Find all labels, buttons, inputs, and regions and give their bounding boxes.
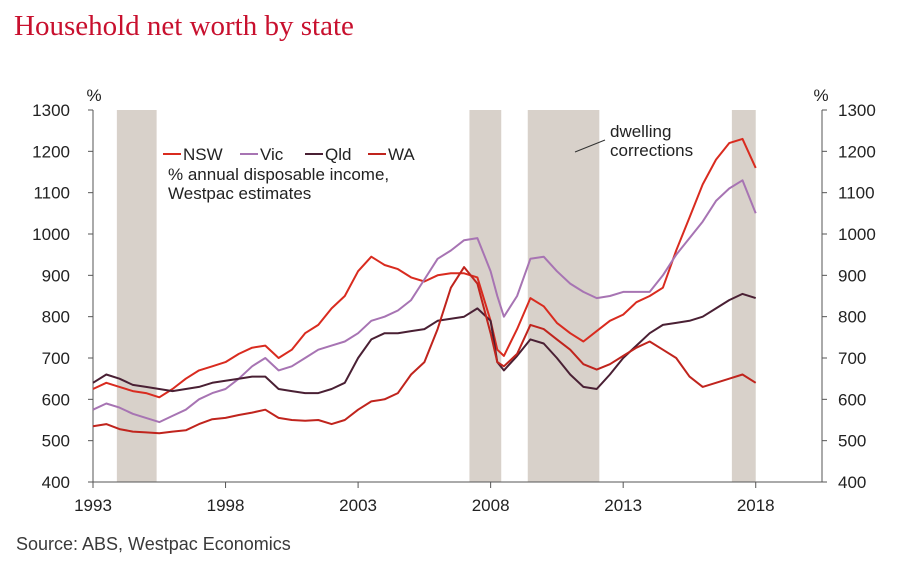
- chart-subtitle-line1: % annual disposable income,: [168, 165, 389, 184]
- y-tick-label-left: 1100: [33, 184, 70, 203]
- x-tick-label: 2013: [604, 496, 642, 515]
- y-tick-label-left: 800: [42, 308, 70, 327]
- annotation-pointer: [574, 139, 606, 153]
- y-tick-label-right: 800: [838, 308, 866, 327]
- shaded-period: [116, 110, 157, 482]
- chart-title: Household net worth by state: [14, 10, 354, 42]
- x-tick-label: 1998: [207, 496, 245, 515]
- x-tick-label: 2018: [737, 496, 775, 515]
- y-tick-label-right: 900: [838, 266, 866, 285]
- y-tick-label-right: 1100: [838, 184, 875, 203]
- y-tick-label-right: 600: [838, 390, 866, 409]
- legend-label: Qld: [325, 145, 351, 164]
- shaded-period: [731, 110, 756, 482]
- series-line-vic: [92, 179, 757, 424]
- axes: [88, 109, 827, 488]
- x-tick-label: 1993: [74, 496, 112, 515]
- series-line-nsw: [92, 137, 757, 399]
- y-tick-label-left: 700: [42, 349, 70, 368]
- legend-label: WA: [388, 145, 415, 164]
- y-tick-label-right: 1000: [838, 225, 876, 244]
- annotation-line1: dwelling: [610, 122, 671, 141]
- y-tick-label-left: 1200: [32, 142, 70, 161]
- y-tick-label-left: 400: [42, 473, 70, 492]
- y-tick-label-right: 500: [838, 432, 866, 451]
- shaded-period: [527, 110, 600, 482]
- y-tick-label-right: 1200: [838, 142, 876, 161]
- legend-label: Vic: [260, 145, 284, 164]
- series-lines: [92, 137, 757, 435]
- series-line-wa: [92, 266, 757, 435]
- legend-label: NSW: [183, 145, 223, 164]
- y-axis-label-left: %: [86, 86, 101, 105]
- y-tick-label-left: 500: [42, 432, 70, 451]
- x-tick-label: 2003: [339, 496, 377, 515]
- shaded-period: [469, 110, 502, 482]
- y-tick-label-right: 1300: [838, 101, 876, 120]
- y-tick-label-left: 1300: [32, 101, 70, 120]
- y-tick-label-left: 900: [42, 266, 70, 285]
- y-axis-label-right: %: [813, 86, 828, 105]
- y-tick-label-left: 1000: [32, 225, 70, 244]
- chart-subtitle-line2: Westpac estimates: [168, 184, 311, 203]
- annotation-line2: corrections: [610, 141, 693, 160]
- y-tick-label-left: 600: [42, 390, 70, 409]
- source-note: Source: ABS, Westpac Economics: [16, 534, 291, 554]
- series-line-qld: [92, 292, 757, 395]
- chart-texts: 400 400 500 500 600 600 700 700 800 800 900 900 1000…: [32, 86, 876, 515]
- x-tick-label: 2008: [472, 496, 510, 515]
- y-tick-label-right: 400: [838, 473, 866, 492]
- shaded-periods: [116, 110, 756, 482]
- y-tick-label-right: 700: [838, 349, 866, 368]
